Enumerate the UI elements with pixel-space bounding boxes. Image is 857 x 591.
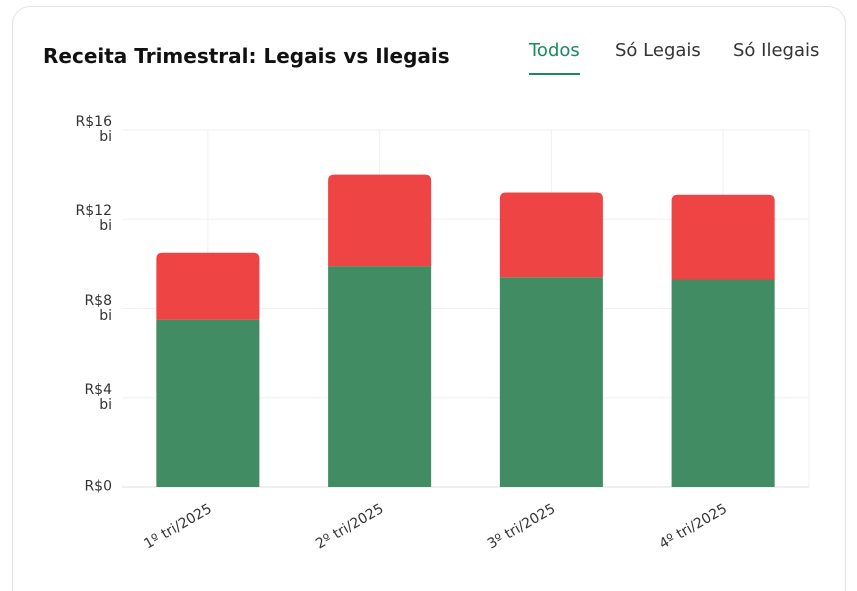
x-tick-label: 4º tri/2025	[657, 501, 730, 553]
bar-segment	[156, 319, 260, 487]
x-tick-label: 3º tri/2025	[485, 501, 558, 553]
y-tick-label: R$0	[84, 478, 112, 495]
tab[interactable]: Só Ilegais	[733, 40, 820, 61]
y-tick-label: R$8 bi	[84, 292, 112, 324]
y-tick-label: R$16 bi	[75, 114, 112, 145]
bar-segment	[328, 266, 432, 487]
bar-segment	[671, 194, 775, 280]
card	[12, 6, 846, 591]
chart-title: Receita Trimestral: Legais vs Ilegais	[43, 44, 450, 68]
y-tick-label: R$4 bi	[84, 381, 112, 413]
x-tick-label: 1º tri/2025	[141, 501, 214, 553]
bar-segment	[328, 174, 432, 267]
bar-segment	[499, 192, 603, 278]
tab[interactable]: Todos	[529, 40, 580, 75]
bar-segment	[671, 279, 775, 487]
bar-segment	[499, 277, 603, 487]
y-tick-label: R$12 bi	[75, 203, 112, 235]
tab[interactable]: Só Legais	[615, 40, 701, 61]
x-tick-label: 2º tri/2025	[313, 501, 386, 553]
bar-segment	[156, 252, 260, 320]
